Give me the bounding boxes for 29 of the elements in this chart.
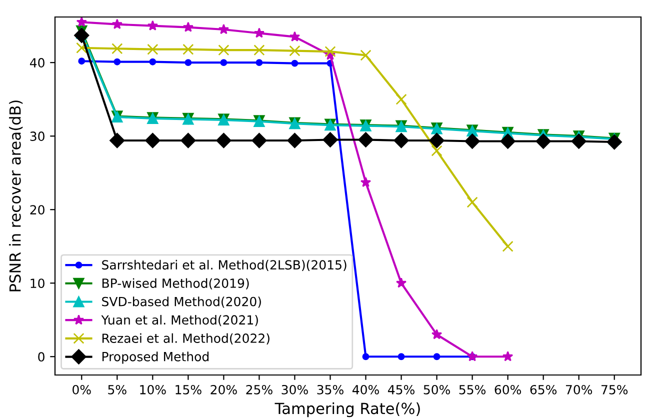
x-tick-label: 30% xyxy=(282,384,308,394)
x-tick-label: 60% xyxy=(494,384,522,394)
x-tick-label: 10% xyxy=(140,384,166,394)
y-tick-label: 0 xyxy=(38,352,44,362)
x-axis-title: Tampering Rate(%) xyxy=(274,402,420,418)
x-tick-label: 25% xyxy=(246,384,272,394)
x-tick-label: 55% xyxy=(459,384,486,394)
x-tick-label: 70% xyxy=(566,384,592,394)
y-axis-title: PSNR in recover area(dB) xyxy=(9,100,23,292)
legend-label: Proposed Method xyxy=(102,352,209,364)
legend-label: Rezaei et al. Method(2022) xyxy=(102,333,270,344)
x-tick-label: 45% xyxy=(388,384,414,394)
x-tick-label: 65% xyxy=(530,384,557,394)
x-tick-label: 75% xyxy=(601,384,628,394)
x-tick-label: 15% xyxy=(176,384,202,394)
legend-label: SVD-based Method(2020) xyxy=(102,296,261,308)
legend-label: Yuan et al. Method(2021) xyxy=(101,314,258,326)
x-tick-label: 35% xyxy=(317,384,344,394)
x-tick-label: 40% xyxy=(352,384,379,394)
y-tick-label: 10 xyxy=(30,278,44,288)
x-tick-label: 50% xyxy=(424,384,450,394)
legend-label: Sarrshtedari et al. Method(2LSB)(2015) xyxy=(102,260,346,272)
x-tick-label: 20% xyxy=(210,384,237,394)
x-tick-label: 0% xyxy=(72,384,91,394)
y-tick-label: 30 xyxy=(30,132,44,142)
y-tick-label: 20 xyxy=(30,205,44,215)
x-tick-label: 5% xyxy=(108,384,126,394)
legend-label: BP-wised Method(2019) xyxy=(102,278,249,290)
y-tick-label: 40 xyxy=(30,58,44,68)
